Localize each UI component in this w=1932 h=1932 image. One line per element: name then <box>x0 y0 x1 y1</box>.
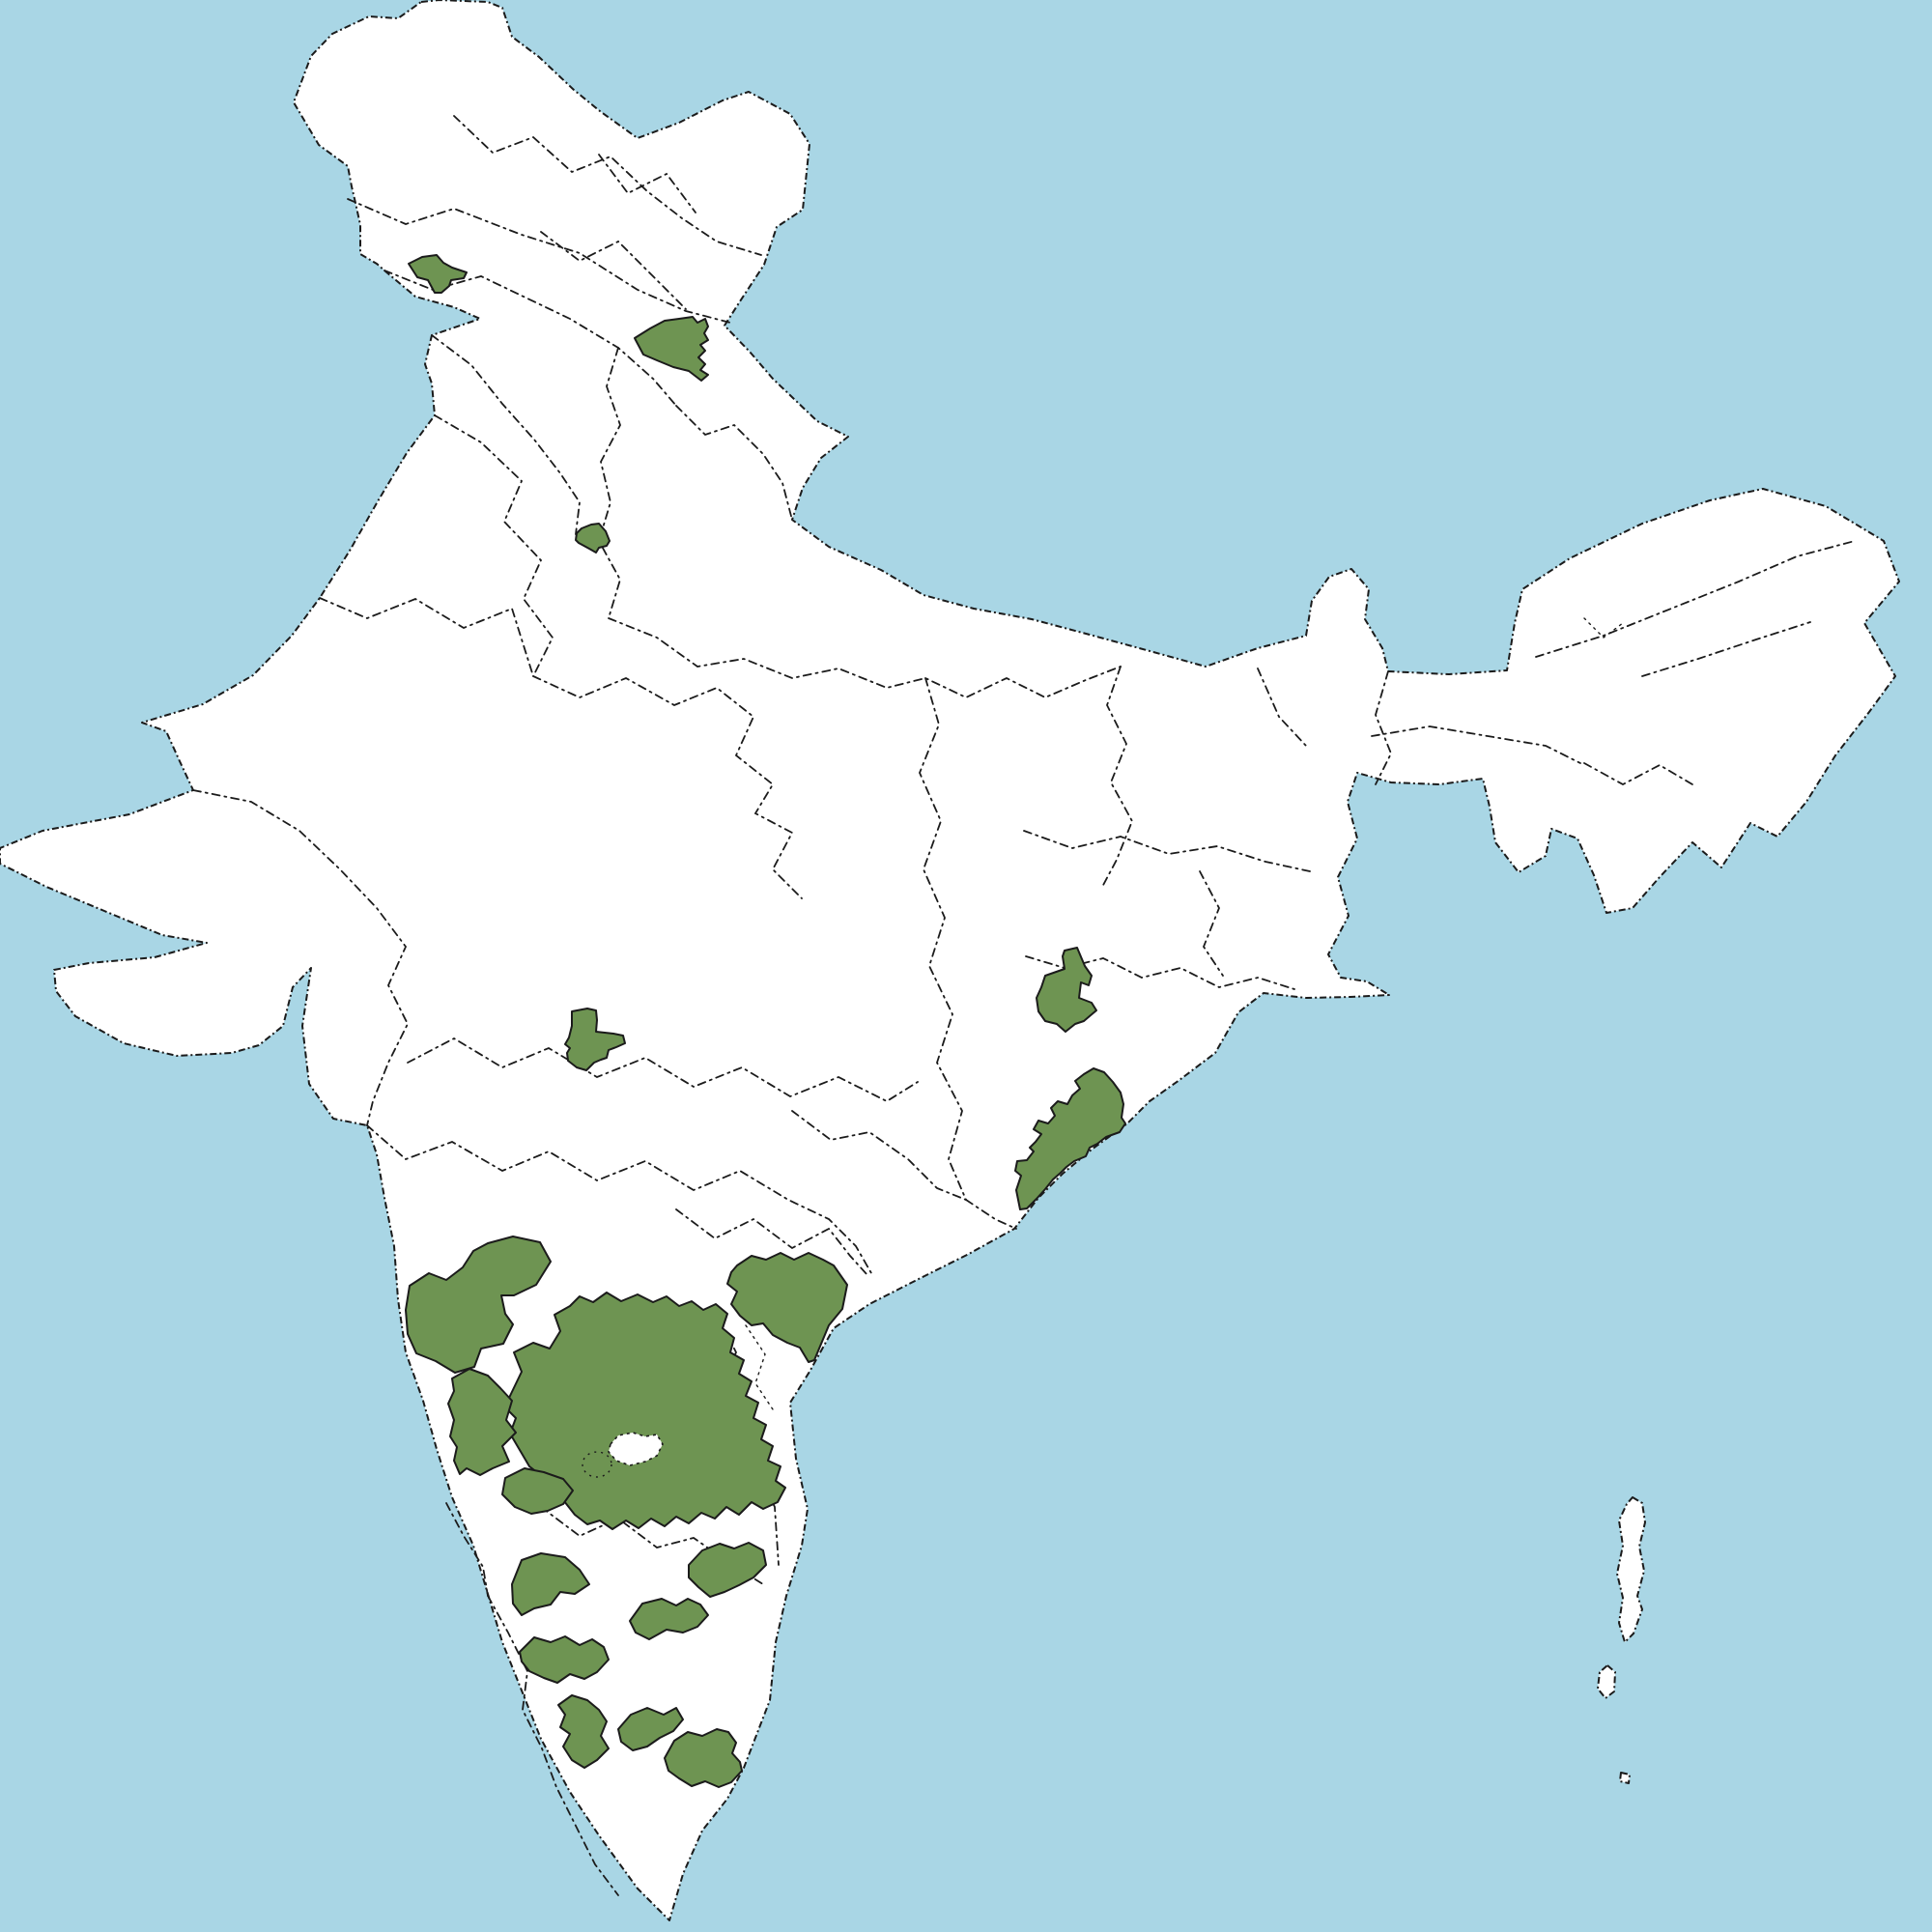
border-gujarat-rajasthan <box>192 789 410 1126</box>
border-assam-nagaland <box>1641 621 1811 677</box>
madhya-pradesh-district <box>564 1008 626 1071</box>
andaman-island-middle <box>1597 1664 1616 1699</box>
border-up-uttarakhand <box>675 405 793 521</box>
border-bihar-wb <box>1257 668 1307 747</box>
border-up-south <box>608 617 1122 698</box>
nilgiris-area-district <box>511 1552 590 1616</box>
border-haryana-up <box>598 347 621 619</box>
deccan-central-cluster <box>505 1292 786 1530</box>
border-telangana-ap <box>791 1110 967 1201</box>
border-punjab-haryana <box>431 334 581 535</box>
district-line-deccan-4 <box>745 1324 776 1413</box>
border-mp-maharashtra <box>407 1037 919 1103</box>
border-rajasthan-internal <box>319 597 534 677</box>
border-jharkhand-wb <box>1199 870 1224 977</box>
uttarakhand-district <box>634 316 709 382</box>
kerala-north-district <box>519 1635 610 1684</box>
border-wb-sikkim-corridor <box>1375 670 1392 785</box>
border-kerala-tn <box>487 1595 619 1896</box>
border-jk-south <box>347 198 731 324</box>
border-chhattisgarh-east <box>919 677 967 1201</box>
andaman-island-north <box>1616 1496 1646 1643</box>
karnataka-west-district <box>447 1368 517 1476</box>
border-rajasthan-haryana <box>434 414 554 677</box>
andaman-island-south <box>1619 1772 1631 1784</box>
border-maharashtra-south <box>366 1124 872 1274</box>
delhi-district <box>575 523 611 554</box>
unhighlighted-enclave <box>608 1432 664 1466</box>
border-himachal-north <box>540 231 687 310</box>
border-bihar-jharkhand <box>1023 830 1311 872</box>
border-ladakh-internal <box>453 115 762 256</box>
punjab-district <box>408 254 468 294</box>
vellore-area-district <box>688 1542 767 1598</box>
karnataka-north-cluster <box>405 1236 552 1374</box>
border-assam-arunachal <box>1535 540 1856 658</box>
odisha-north-district <box>1036 947 1097 1033</box>
odisha-coastal-district <box>1014 1067 1126 1210</box>
madurai-area-district <box>617 1707 684 1751</box>
karnataka-mid-district <box>501 1467 574 1515</box>
border-kerala-karnataka <box>445 1502 489 1597</box>
salem-area-district <box>629 1598 709 1640</box>
border-up-bihar <box>1100 666 1133 890</box>
district-boundary-ring <box>582 1451 612 1478</box>
border-rajasthan-mp <box>532 675 803 899</box>
andhra-coastal-cluster <box>726 1252 848 1363</box>
border-assam-manipur <box>1583 762 1693 786</box>
border-odisha-ap-coast <box>965 1199 1017 1230</box>
district-line-ne <box>1583 617 1624 639</box>
border-kashmir-internal <box>598 154 696 213</box>
border-karnataka-tn <box>540 1506 764 1585</box>
kerala-south-district <box>557 1694 610 1769</box>
tuticorin-coastal-district <box>664 1728 743 1788</box>
border-meghalaya <box>1371 725 1581 764</box>
border-karnataka-telangana <box>675 1208 868 1276</box>
